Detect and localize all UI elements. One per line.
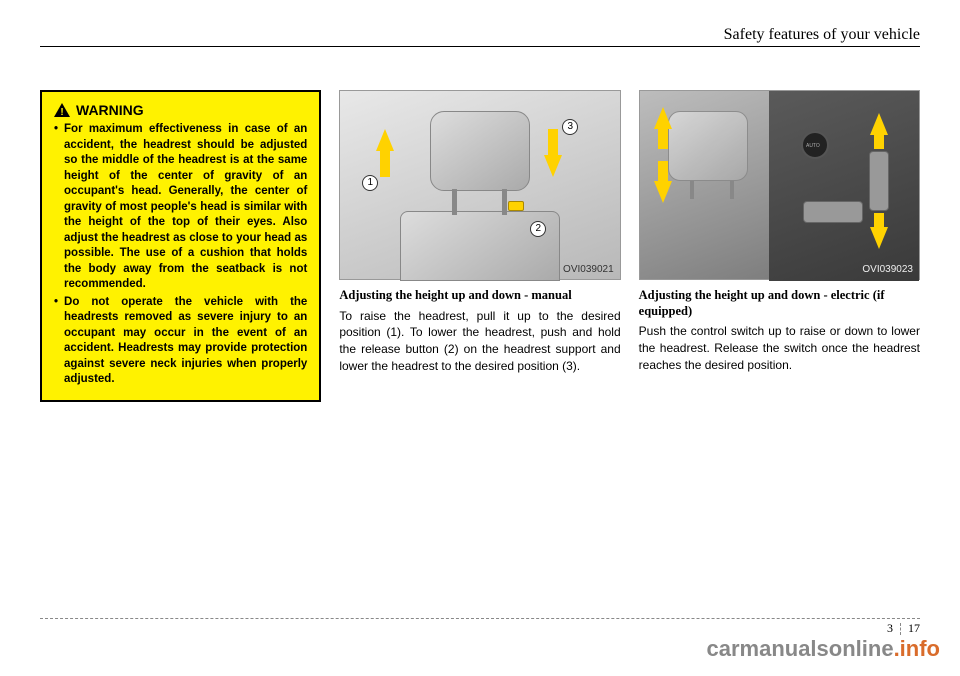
body-manual: To raise the headrest, pull it up to the… bbox=[339, 308, 620, 375]
callout-3: 3 bbox=[562, 119, 578, 135]
column-warning: ! WARNING For maximum effectiveness in c… bbox=[40, 90, 321, 402]
subhead-electric: Adjusting the height up and down - elect… bbox=[639, 288, 920, 319]
warning-list: For maximum effectiveness in case of an … bbox=[54, 122, 307, 388]
watermark-suffix: .info bbox=[894, 636, 940, 661]
subhead-manual: Adjusting the height up and down - manua… bbox=[339, 288, 620, 304]
svg-text:!: ! bbox=[60, 107, 63, 117]
page-footer: 3 17 bbox=[40, 618, 920, 636]
header-title: Safety features of your vehicle bbox=[724, 26, 920, 43]
callout-1: 1 bbox=[362, 175, 378, 191]
figure-code: OVI039023 bbox=[862, 264, 913, 275]
figure-manual: 1 2 3 OVI039021 bbox=[339, 90, 620, 280]
watermark-brand: carmanualsonline bbox=[706, 636, 893, 661]
page-separator bbox=[900, 623, 901, 635]
watermark: carmanualsonline.info bbox=[706, 636, 940, 662]
figure-code: OVI039021 bbox=[563, 264, 614, 275]
section-number: 3 bbox=[887, 621, 893, 635]
auto-button-graphic bbox=[801, 131, 829, 159]
body-electric: Push the control switch up to raise or d… bbox=[639, 323, 920, 373]
warning-label: WARNING bbox=[76, 102, 144, 118]
warning-icon: ! bbox=[54, 103, 70, 117]
warning-box: ! WARNING For maximum effectiveness in c… bbox=[40, 90, 321, 402]
content-row: ! WARNING For maximum effectiveness in c… bbox=[40, 90, 920, 402]
warning-title-row: ! WARNING bbox=[54, 102, 307, 118]
page-header: Safety features of your vehicle bbox=[40, 26, 920, 47]
page-number: 17 bbox=[908, 621, 920, 635]
column-manual: 1 2 3 OVI039021 Adjusting the height up … bbox=[339, 90, 620, 402]
column-electric: OVI039023 Adjusting the height up and do… bbox=[639, 90, 920, 402]
figure-electric: OVI039023 bbox=[639, 90, 920, 280]
warning-item: Do not operate the vehicle with the head… bbox=[54, 295, 307, 388]
warning-item: For maximum effectiveness in case of an … bbox=[54, 122, 307, 293]
